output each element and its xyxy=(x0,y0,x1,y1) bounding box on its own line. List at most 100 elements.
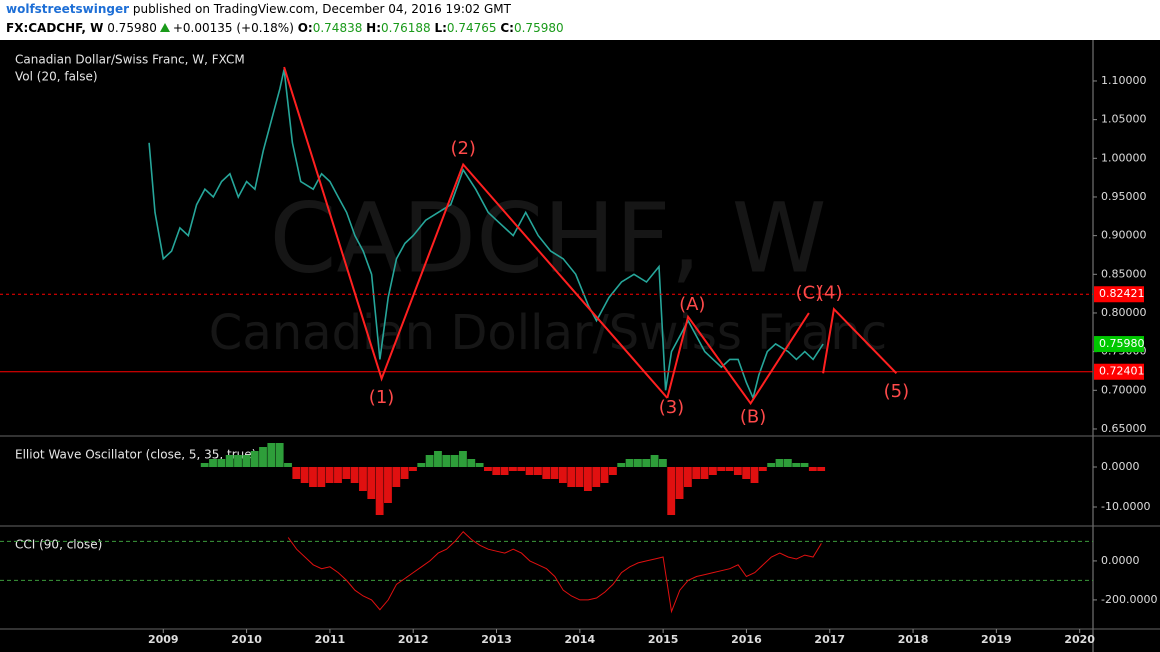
y-tick-label: 0.80000 xyxy=(1101,306,1147,319)
oscillator-bar xyxy=(442,455,451,467)
wave-label: (5) xyxy=(884,381,910,402)
x-tick-label: 2014 xyxy=(565,633,596,646)
oscillator-bar xyxy=(708,467,717,475)
oscillator-bar xyxy=(392,467,401,487)
x-tick-label: 2011 xyxy=(315,633,346,646)
wave-line xyxy=(822,306,898,374)
oscillator-bar xyxy=(350,467,359,483)
ohlc-value: 0.74838 xyxy=(312,21,363,35)
x-tick-label: 2009 xyxy=(148,633,179,646)
series-line xyxy=(148,69,824,401)
ohlc-value: 0.74765 xyxy=(446,21,497,35)
oscillator-bar xyxy=(409,467,417,471)
oscillator-bar xyxy=(592,467,601,487)
y-tick-label: 1.00000 xyxy=(1101,151,1147,164)
background xyxy=(0,40,1160,652)
oscillator-bar xyxy=(733,467,742,475)
oscillator-bar xyxy=(534,467,542,475)
oscillator-bar xyxy=(325,467,334,483)
oscillator-bar xyxy=(234,455,242,467)
up-arrow xyxy=(159,23,170,32)
y-tick-label: 0.0000 xyxy=(1101,460,1140,473)
oscillator-bar xyxy=(800,463,809,467)
oscillator-bar xyxy=(717,467,726,471)
oscillator-bar xyxy=(625,459,634,467)
oscillator-bar xyxy=(700,467,709,479)
oscillator-bar xyxy=(650,455,659,467)
chart: CADCHF, W Canadian Dollar/Swiss Franc Cana… xyxy=(0,40,1160,652)
oscillator-bar xyxy=(558,467,567,483)
ohlc-label: O: xyxy=(297,21,313,35)
price-label-box xyxy=(1094,336,1144,353)
oscillator-bar xyxy=(267,443,276,467)
y-tick-label: 0.65000 xyxy=(1101,422,1147,435)
oscillator-bar xyxy=(309,467,317,487)
oscillator-bar xyxy=(750,467,759,483)
oscillator-bar xyxy=(500,467,509,475)
symbol: FX:CADCHF, W xyxy=(6,21,104,35)
y-tick-label: 0.85000 xyxy=(1101,267,1147,280)
oscillator-bar xyxy=(384,467,392,503)
oscillator-bar xyxy=(792,463,801,467)
y-tick-label: -200.0000 xyxy=(1101,593,1157,606)
ohlc-value: 0.75980 xyxy=(513,21,564,35)
header: wolfstreetswinger published on TradingVi… xyxy=(0,0,1160,40)
oscillator-bar xyxy=(692,467,701,479)
x-tick-label: 2015 xyxy=(648,633,679,646)
oscillator-bar xyxy=(517,467,526,471)
oscillator-bar xyxy=(783,459,792,467)
wave-label: (4) xyxy=(817,283,843,304)
oscillator-bar xyxy=(417,463,426,467)
price-label: 0.75980 xyxy=(1099,337,1145,350)
oscillator-bar xyxy=(209,459,217,467)
author[interactable]: wolfstreetswinger xyxy=(6,2,130,16)
oscillator-bar xyxy=(808,467,817,471)
watermark: Canadian Dollar/Swiss Franc xyxy=(209,305,887,361)
oscillator-bar xyxy=(292,467,301,479)
x-tick-label: 2013 xyxy=(481,633,512,646)
wave-line xyxy=(666,312,810,406)
oscillator-bar xyxy=(475,463,484,467)
price-label-box xyxy=(1094,286,1144,303)
x-tick-label: 2019 xyxy=(981,633,1012,646)
x-tick-label: 2017 xyxy=(814,633,845,646)
ohlc-value: 0.76188 xyxy=(381,21,431,35)
wave-label: (C) xyxy=(796,283,823,304)
oscillator-bar xyxy=(400,467,409,479)
oscillator-bar xyxy=(583,467,592,491)
wave-label: (A) xyxy=(679,294,705,315)
price-label: 0.72401 xyxy=(1099,365,1145,378)
oscillator-bar xyxy=(492,467,501,475)
oscillator-bar xyxy=(334,467,342,483)
oscillator-bar xyxy=(758,467,767,471)
oscillator-bar xyxy=(467,459,476,467)
oscillator-bar xyxy=(242,455,251,467)
oscillator-bar xyxy=(742,467,751,479)
oscillator-bar xyxy=(725,467,734,471)
oscillator-bar xyxy=(225,455,234,467)
pane-title: Elliot Wave Oscillator (close, 5, 35, tr… xyxy=(15,448,256,462)
ohlc-label: H: xyxy=(366,21,382,35)
oscillator-bar xyxy=(250,451,259,467)
price-label: 0.82421 xyxy=(1099,287,1145,300)
oscillator-bar xyxy=(450,455,459,467)
y-tick-label: 0.90000 xyxy=(1101,229,1147,242)
ohlc-label: C: xyxy=(500,21,514,35)
y-tick-label: 0.0000 xyxy=(1101,554,1140,567)
oscillator-bar xyxy=(375,467,384,515)
x-tick-label: 2012 xyxy=(398,633,429,646)
oscillator-bar xyxy=(367,467,376,499)
oscillator-bar xyxy=(658,459,667,467)
oscillator-bar xyxy=(600,467,609,483)
price: 0.75980 xyxy=(107,21,157,35)
header-line: wolfstreetswinger published on TradingVi… xyxy=(6,0,1160,19)
oscillator-bar xyxy=(633,459,642,467)
oscillator-bar xyxy=(509,467,517,471)
oscillator-bar xyxy=(817,467,826,471)
series-line xyxy=(287,530,822,614)
oscillator-bar xyxy=(575,467,584,487)
change: +0.00135 (+0.18%) xyxy=(172,21,294,35)
oscillator-bar xyxy=(434,451,442,467)
y-tick-label: 0.95000 xyxy=(1101,190,1147,203)
